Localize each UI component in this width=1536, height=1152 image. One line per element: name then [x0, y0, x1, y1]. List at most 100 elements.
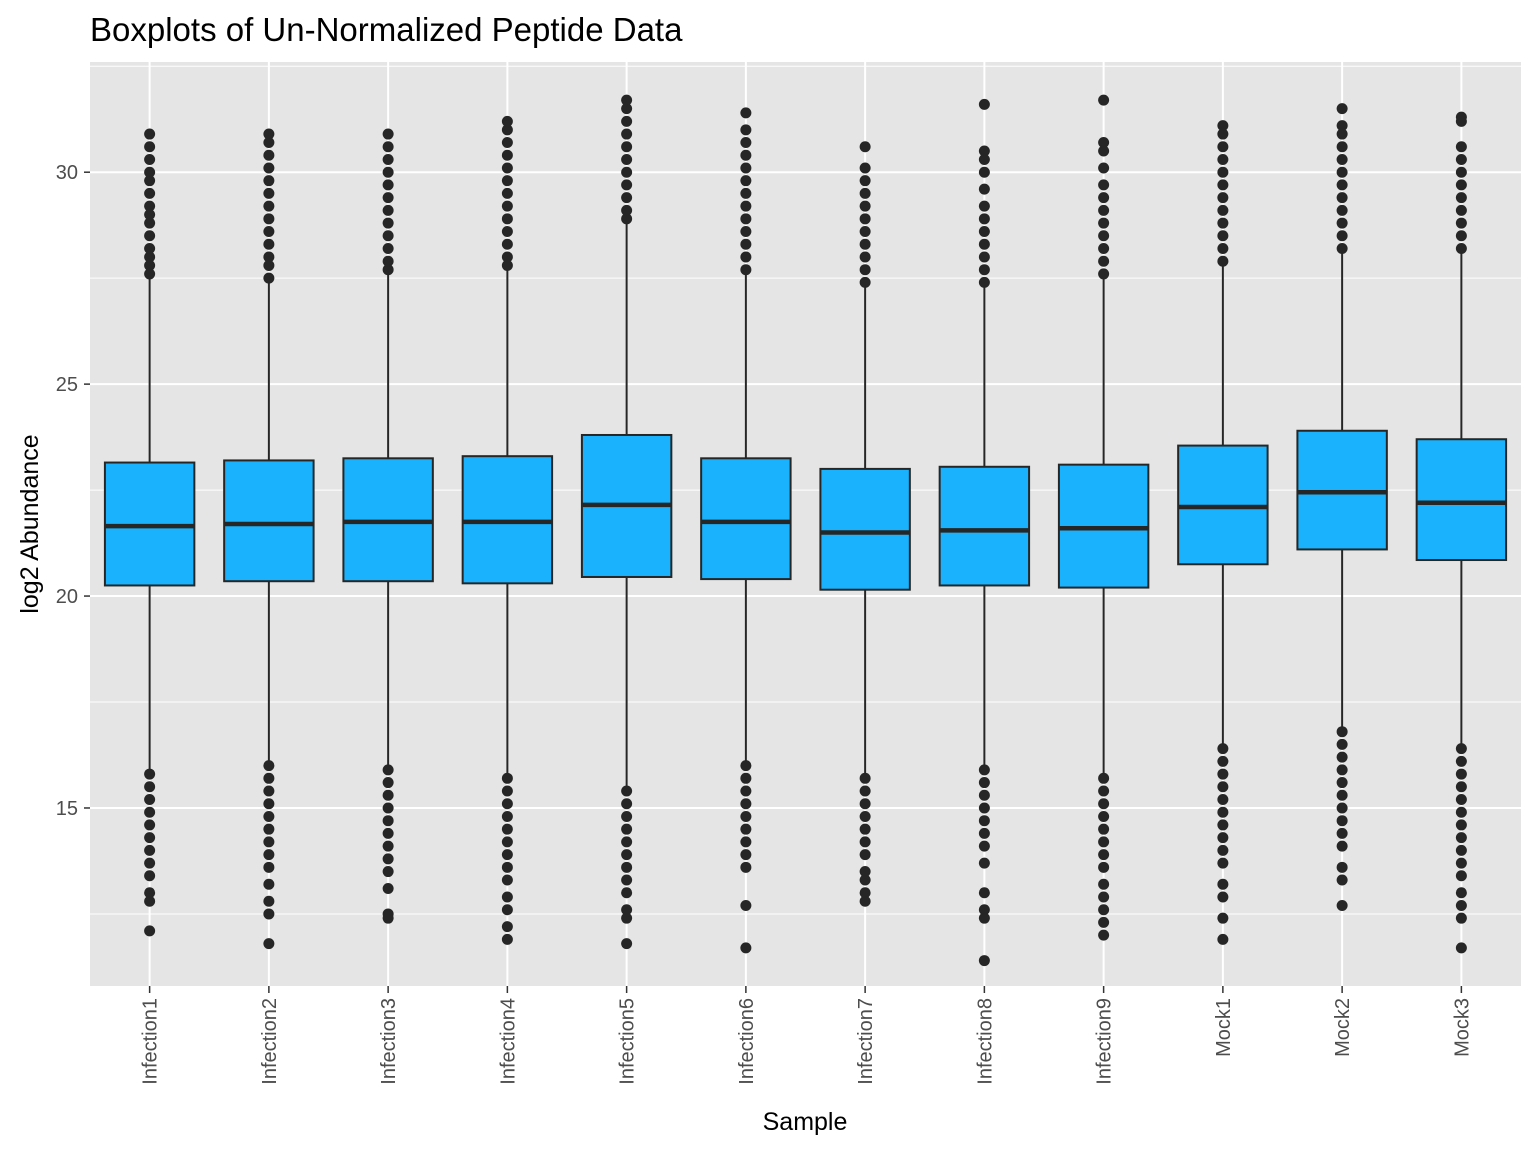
outlier-point — [1336, 815, 1348, 827]
outlier-point — [144, 259, 156, 271]
outlier-point — [263, 785, 275, 797]
outlier-point — [740, 836, 752, 848]
outlier-point — [1336, 230, 1348, 242]
outlier-point — [1455, 887, 1467, 899]
outlier-point — [621, 798, 633, 810]
outlier-point — [859, 798, 871, 810]
outlier-point — [1098, 891, 1110, 903]
outlier-point — [978, 815, 990, 827]
outlier-point — [1098, 916, 1110, 928]
outlier-point — [382, 802, 394, 814]
outlier-point — [501, 874, 513, 886]
outlier-point — [1336, 827, 1348, 839]
outlier-point — [1217, 743, 1229, 755]
outlier-point — [978, 213, 990, 225]
outlier-point — [1455, 794, 1467, 806]
outlier-point — [740, 760, 752, 772]
outlier-point — [621, 912, 633, 924]
outlier-point — [144, 230, 156, 242]
outlier-point — [1098, 192, 1110, 204]
outlier-point — [1217, 844, 1229, 856]
outlier-point — [621, 94, 633, 106]
outlier-point — [1455, 153, 1467, 165]
outlier-point — [1336, 179, 1348, 191]
outlier-point — [1217, 912, 1229, 924]
outlier-point — [1098, 785, 1110, 797]
x-axis: Infection1 Infection2 Infection3 Infection4… — [140, 986, 1473, 1085]
outlier-point — [501, 836, 513, 848]
outlier-point — [978, 764, 990, 776]
outlier-point — [859, 772, 871, 784]
outlier-point — [382, 242, 394, 254]
outlier-point — [740, 162, 752, 174]
outlier-point — [621, 904, 633, 916]
outlier-point — [859, 141, 871, 153]
outlier-point — [1336, 861, 1348, 873]
outlier-point — [621, 887, 633, 899]
outlier-point — [1098, 137, 1110, 149]
outlier-point — [501, 772, 513, 784]
outlier-point — [621, 823, 633, 835]
outlier-point — [859, 175, 871, 187]
outlier-point — [1455, 192, 1467, 204]
outlier-point — [978, 153, 990, 165]
outlier-point — [501, 187, 513, 199]
outlier-point — [1336, 840, 1348, 852]
box-Infection9 — [1057, 94, 1150, 941]
outlier-point — [263, 213, 275, 225]
box-Infection6 — [700, 107, 792, 954]
outlier-point — [1336, 204, 1348, 216]
outlier-point — [1455, 111, 1467, 123]
outlier-point — [978, 276, 990, 288]
outlier-point — [621, 192, 633, 204]
outlier-point — [1455, 242, 1467, 254]
outlier-point — [621, 103, 633, 115]
outlier-point — [978, 238, 990, 250]
outlier-point — [1217, 832, 1229, 844]
outlier-point — [978, 802, 990, 814]
x-tick-label: Infection7 — [855, 998, 877, 1085]
outlier-point — [1455, 870, 1467, 882]
outlier-point — [1098, 94, 1110, 106]
outlier-point — [740, 187, 752, 199]
outlier-point — [621, 153, 633, 165]
outlier-point — [1336, 789, 1348, 801]
outlier-point — [382, 230, 394, 242]
outlier-point — [1098, 849, 1110, 861]
outlier-point — [1336, 802, 1348, 814]
outlier-point — [859, 276, 871, 288]
outlier-point — [1455, 912, 1467, 924]
outlier-point — [382, 789, 394, 801]
outlier-point — [621, 179, 633, 191]
outlier-point — [382, 912, 394, 924]
iqr-box — [1415, 438, 1508, 562]
outlier-point — [263, 760, 275, 772]
outlier-point — [1217, 255, 1229, 267]
outlier-point — [740, 772, 752, 784]
outlier-point — [621, 128, 633, 140]
outlier-point — [501, 921, 513, 933]
outlier-point — [1098, 230, 1110, 242]
outlier-point — [740, 899, 752, 911]
outlier-point — [501, 891, 513, 903]
outlier-point — [1098, 861, 1110, 873]
outlier-point — [1455, 141, 1467, 153]
outlier-point — [859, 887, 871, 899]
outlier-point — [1217, 806, 1229, 818]
outlier-point — [621, 141, 633, 153]
outlier-point — [1098, 810, 1110, 822]
outlier-point — [1217, 933, 1229, 945]
outlier-point — [144, 806, 156, 818]
outlier-point — [859, 200, 871, 212]
outlier-point — [1336, 120, 1348, 132]
outlier-point — [1455, 819, 1467, 831]
outlier-point — [501, 162, 513, 174]
outlier-point — [1455, 781, 1467, 793]
outlier-point — [740, 137, 752, 149]
y-axis-title: log2 Abundance — [16, 434, 44, 613]
outlier-point — [1098, 242, 1110, 254]
outlier-point — [740, 810, 752, 822]
outlier-point — [1217, 242, 1229, 254]
outlier-point — [859, 810, 871, 822]
